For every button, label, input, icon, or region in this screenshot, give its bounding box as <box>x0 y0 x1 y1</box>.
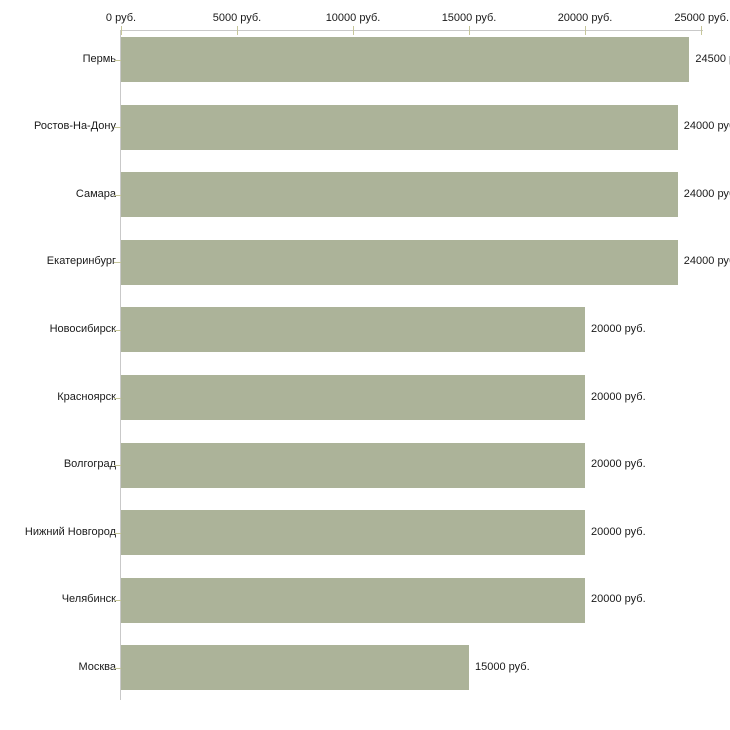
category-tick <box>114 262 121 264</box>
value-label: 20000 руб. <box>591 593 646 606</box>
bar <box>121 104 678 150</box>
x-axis-tick <box>469 26 470 35</box>
category-tick <box>114 194 121 196</box>
x-axis-tick <box>353 26 354 35</box>
bar <box>121 442 585 488</box>
x-axis-tick <box>701 26 702 35</box>
category-tick <box>114 600 121 602</box>
x-axis-tick-label: 15000 руб. <box>441 12 497 24</box>
category-label: Екатеринбург <box>46 255 116 268</box>
category-tick <box>114 329 121 331</box>
x-axis-tick-label: 20000 руб. <box>557 12 613 24</box>
value-label: 24000 руб. <box>683 120 730 133</box>
bar <box>121 375 585 420</box>
y-axis-line <box>120 30 121 700</box>
bar <box>121 577 585 623</box>
category-label: Челябинск <box>61 593 116 606</box>
value-label: 24000 руб. <box>683 187 730 200</box>
category-label: Москва <box>78 660 116 673</box>
x-axis-tick <box>237 26 238 35</box>
x-axis-tick-label: 0 руб. <box>105 12 137 24</box>
category-label: Волгоград <box>63 458 116 471</box>
category-tick <box>114 532 121 534</box>
category-tick <box>114 127 121 129</box>
category-label: Красноярск <box>57 390 116 403</box>
bar <box>121 37 690 82</box>
bar <box>121 510 585 556</box>
value-label: 20000 руб. <box>591 390 646 403</box>
value-label: 20000 руб. <box>591 458 646 471</box>
bar <box>121 239 678 285</box>
value-label: 15000 руб. <box>475 660 530 673</box>
x-axis-tick-label: 25000 руб. <box>674 12 729 24</box>
bar <box>121 307 585 353</box>
category-tick <box>114 465 121 467</box>
category-tick <box>114 667 121 669</box>
category-tick <box>114 59 121 61</box>
value-label: 20000 руб. <box>591 525 646 538</box>
x-axis-tick <box>585 26 586 35</box>
x-axis-tick-label: 10000 руб. <box>325 12 381 24</box>
category-label: Новосибирск <box>49 322 116 335</box>
x-axis-tick-label: 5000 руб. <box>212 12 262 24</box>
value-label: 24500 руб. <box>695 52 730 65</box>
x-axis-line <box>121 30 703 31</box>
category-label: Пермь <box>82 52 116 65</box>
value-label: 24000 руб. <box>683 255 730 268</box>
category-label: Ростов-На-Дону <box>33 120 116 133</box>
category-tick <box>114 397 121 399</box>
value-label: 20000 руб. <box>591 322 646 335</box>
bar <box>121 645 469 691</box>
x-axis-tick <box>121 26 122 35</box>
category-label: Нижний Новгород <box>24 525 116 538</box>
category-label: Самара <box>75 187 116 200</box>
bar <box>121 172 678 218</box>
